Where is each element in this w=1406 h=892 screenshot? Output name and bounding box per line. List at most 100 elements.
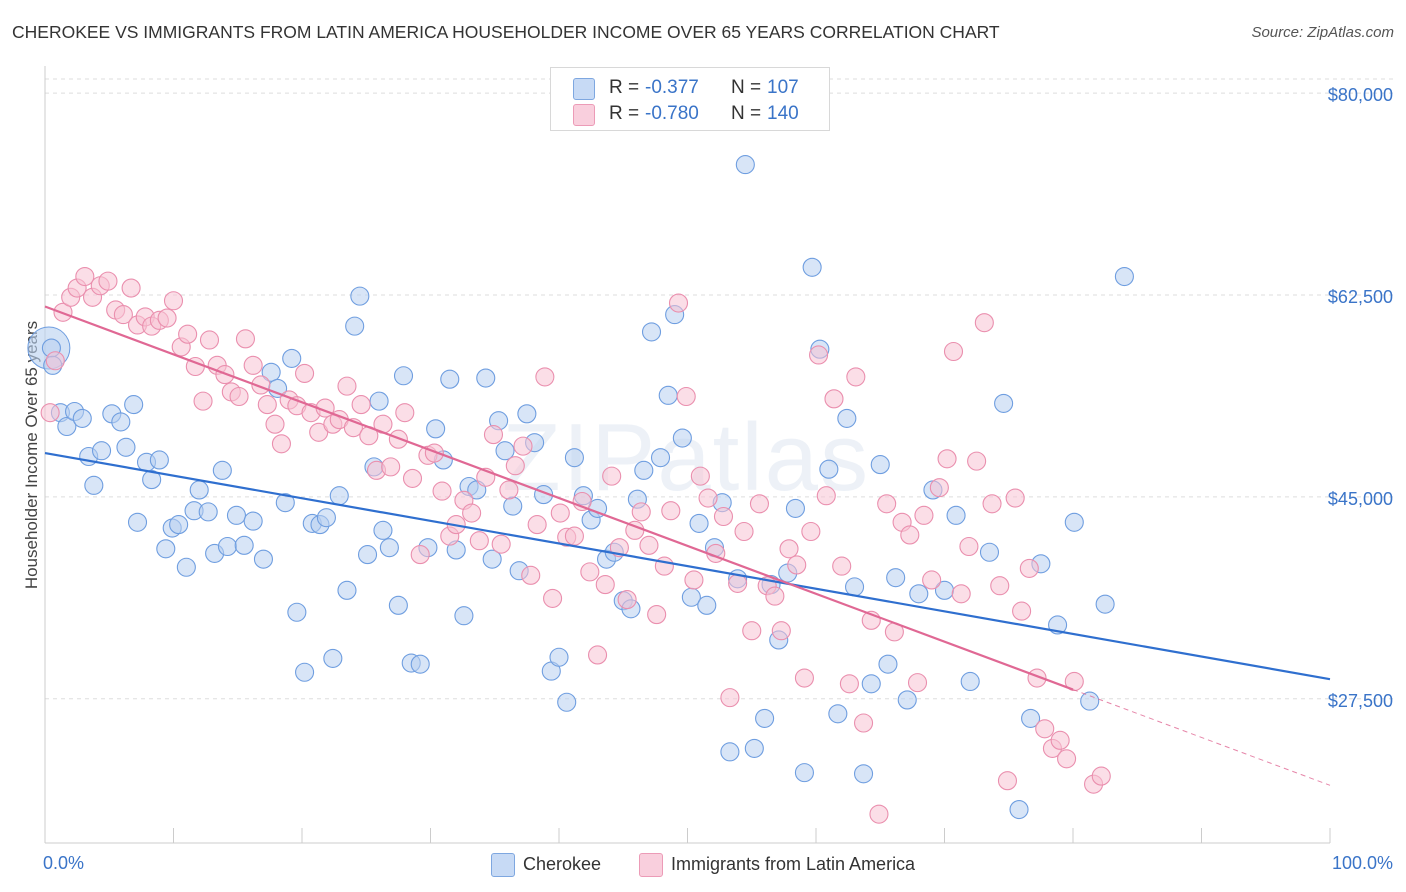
latin-america-point [929,478,949,498]
cherokee-point [1009,799,1029,820]
cherokee-point [111,412,131,432]
latin-america-point [967,451,987,471]
cherokee-point [282,348,302,368]
cherokee-point [357,545,378,565]
cherokee-point [482,549,502,569]
legend-swatch-pink [573,104,595,126]
latin-america-point [75,266,95,287]
legend-n-value: 107 [767,77,799,98]
latin-america-point [832,556,852,576]
cherokee-point [878,654,898,674]
cherokee-point [828,704,848,724]
cherokee-point [345,316,365,336]
trend-line-latin-america [44,305,1074,691]
latin-america-point [609,538,629,558]
latin-america-point [410,545,430,565]
latin-america-point [742,621,762,641]
latin-america-point [121,278,141,298]
latin-america-point [45,351,65,371]
cherokee-point [261,362,281,382]
cherokee-point [1080,691,1100,711]
cherokee-point [946,505,966,525]
cherokee-point [57,416,77,437]
cherokee-point [72,408,92,428]
cherokee-point [909,584,929,604]
latin-america-point [907,673,928,693]
latin-america-point [395,403,415,423]
latin-america-point [193,391,213,411]
source-note: Source: ZipAtlas.com [1251,24,1394,41]
latin-america-point [676,386,696,407]
latin-america-point [839,674,859,694]
legend-n-label: N = [731,103,762,124]
bottom-legend-swatch-blue [491,853,515,877]
latin-america-point [535,367,555,387]
latin-america-point [543,588,563,608]
latin-america-point [432,481,452,501]
latin-america-point [937,449,957,469]
cherokee-point [819,459,839,479]
cherokee-point [495,441,515,461]
latin-america-point [684,570,704,590]
cherokee-point [564,448,584,468]
cherokee-point [755,708,775,728]
latin-america-point [351,395,371,415]
cherokee-point [243,511,263,531]
latin-america-point [587,645,608,665]
cherokee-point [440,369,460,389]
cherokee-point [549,647,569,667]
latin-america-point [527,515,547,535]
latin-america-point [617,590,637,610]
latin-america-point [499,480,519,500]
latin-america-point [157,308,177,328]
latin-america-point [483,425,504,445]
cherokee-point [149,450,169,470]
latin-america-point [997,771,1018,791]
latin-america-point [877,494,897,514]
latin-america-point [900,525,920,545]
tick-labels: $27,500 $45,000 $62,500 $80,000 0.0% 100.0% [43,85,1393,873]
x-tick-label: 100.0% [1332,853,1393,873]
cherokee-point [689,513,709,533]
latin-america-point [469,531,489,551]
cherokee-point [379,538,399,558]
latin-america-point [513,436,533,456]
trend-line-cherokee [44,451,1331,681]
cherokee-point [275,493,295,513]
cherokee-point [802,257,822,277]
cherokee-point [217,536,238,557]
cherokee-point [897,690,917,710]
latin-america-point [424,443,444,463]
x-tick-label: 0.0% [43,853,84,873]
legend-r-label: R = [609,77,640,98]
latin-america-point [1091,766,1111,786]
latin-america-point [564,526,584,546]
latin-america-point [869,804,889,824]
latin-america-point [713,506,734,527]
cherokee-point [212,460,232,480]
cherokee-point [127,512,148,532]
bottom-legend-label: Cherokee [523,854,602,874]
legend-swatch-blue [573,78,595,100]
cherokee-point [557,692,577,712]
cherokee-point [960,671,980,692]
cherokee-point [744,738,764,758]
cherokee-point [785,498,805,518]
latin-america-point [1035,719,1055,739]
latin-america-point [229,386,249,407]
cherokee-point [316,508,336,528]
cherokee-point [641,322,662,342]
latin-america-point [974,313,994,333]
latin-america-point [771,621,791,641]
latin-america-point [199,330,220,350]
latin-america-point [163,291,184,311]
latin-america-point [491,534,511,554]
latin-america-point [595,575,615,595]
latin-america-point [521,565,541,585]
cherokee-point [329,486,349,506]
latin-america-point [631,502,651,522]
cherokee-point [369,391,389,411]
cherokee-point [672,428,692,448]
latin-america-point [178,324,198,344]
